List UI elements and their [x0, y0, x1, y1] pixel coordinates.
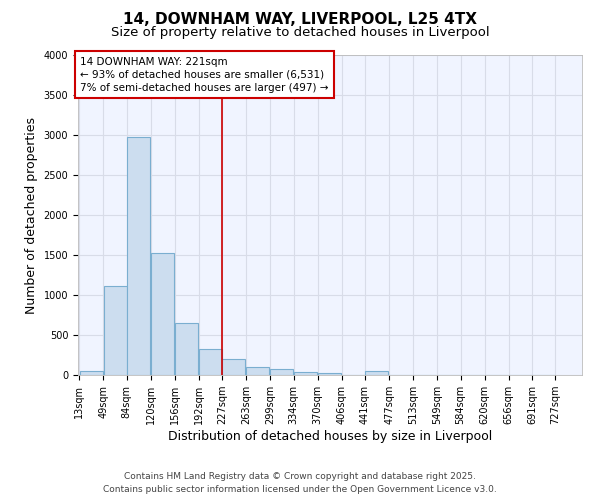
Bar: [199, 348, 222, 375]
Text: 14, DOWNHAM WAY, LIVERPOOL, L25 4TX: 14, DOWNHAM WAY, LIVERPOOL, L25 4TX: [123, 12, 477, 28]
Text: Size of property relative to detached houses in Liverpool: Size of property relative to detached ho…: [110, 26, 490, 39]
Text: Contains HM Land Registry data © Crown copyright and database right 2025.
Contai: Contains HM Land Registry data © Crown c…: [103, 472, 497, 494]
X-axis label: Distribution of detached houses by size in Liverpool: Distribution of detached houses by size …: [168, 430, 492, 443]
Y-axis label: Number of detached properties: Number of detached properties: [25, 116, 38, 314]
Bar: [151, 252, 174, 375]
Bar: [365, 370, 388, 375]
Bar: [223, 359, 245, 375]
Bar: [271, 368, 293, 375]
Bar: [247, 368, 269, 375]
Text: 14 DOWNHAM WAY: 221sqm
← 93% of detached houses are smaller (6,531)
7% of semi-d: 14 DOWNHAM WAY: 221sqm ← 93% of detached…: [80, 56, 329, 93]
Bar: [175, 323, 198, 375]
Bar: [318, 374, 341, 375]
Bar: [80, 370, 103, 375]
Bar: [294, 372, 317, 375]
Bar: [127, 138, 150, 375]
Bar: [104, 286, 127, 375]
